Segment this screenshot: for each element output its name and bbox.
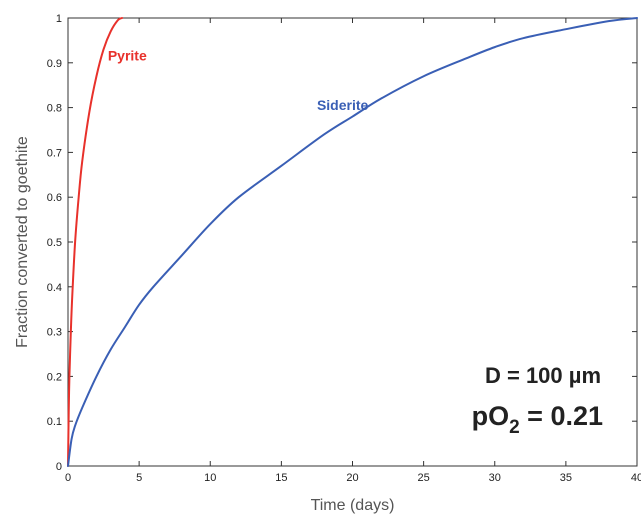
y-tick-label: 0.2	[47, 371, 62, 383]
x-tick-label: 25	[418, 472, 430, 484]
x-tick-label: 15	[275, 472, 287, 484]
y-tick-label: 1	[56, 13, 62, 25]
y-axis-title: Fraction converted to goethite	[14, 136, 31, 348]
y-tick-label: 0.7	[47, 147, 62, 159]
y-tick-label: 0.8	[47, 103, 62, 115]
series-line-pyrite	[67, 17, 124, 467]
y-tick-label: 0.4	[47, 282, 62, 294]
y-tick-label: 0.6	[47, 192, 62, 204]
annotation-diameter: D = 100 µm	[485, 363, 601, 388]
x-tick-label: 20	[346, 472, 358, 484]
annotation-po2-suffix: = 0.21	[520, 401, 603, 431]
y-tick-label: 0.9	[47, 58, 62, 70]
x-tick-label: 10	[204, 472, 216, 484]
annotation-po2: pO2 = 0.21	[472, 401, 603, 438]
plot-frame	[67, 17, 638, 467]
x-tick-label: 0	[65, 472, 71, 484]
y-tick-label: 0	[56, 461, 62, 473]
annotation-po2-prefix: pO	[472, 401, 510, 431]
y-tick-label: 0.3	[47, 327, 62, 339]
x-tick-label: 5	[136, 472, 142, 484]
x-tick-label: 30	[489, 472, 501, 484]
series-label-siderite: Siderite	[317, 97, 369, 113]
plot-area	[67, 17, 638, 467]
annotation-po2-subscript: 2	[509, 417, 520, 438]
series-layer	[67, 17, 638, 467]
x-tick-label: 40	[631, 472, 641, 484]
series-label-pyrite: Pyrite	[108, 48, 147, 64]
y-axis-ticks: 0 0.1 0.2 0.3 0.4 0.5 0.6 0.7 0.8 0.9 1	[47, 13, 637, 473]
x-axis-ticks: 0 5 10 15 20 25 30 35 40	[65, 18, 641, 484]
x-axis-title: Time (days)	[311, 497, 395, 514]
x-tick-label: 35	[560, 472, 572, 484]
y-tick-label: 0.5	[47, 237, 62, 249]
series-line-siderite	[67, 17, 638, 467]
y-tick-label: 0.1	[47, 416, 62, 428]
